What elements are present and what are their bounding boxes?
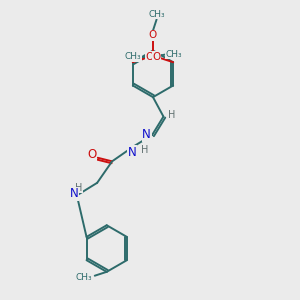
Text: H: H: [141, 145, 148, 155]
Text: CH₃: CH₃: [124, 52, 141, 61]
Text: H: H: [75, 183, 82, 193]
Text: CH₃: CH₃: [149, 10, 166, 19]
Text: N: N: [142, 128, 151, 141]
Text: O: O: [153, 52, 161, 62]
Text: O: O: [149, 30, 157, 40]
Text: CH₃: CH₃: [165, 50, 182, 59]
Text: O: O: [145, 52, 153, 62]
Text: H: H: [168, 110, 176, 120]
Text: O: O: [87, 148, 96, 161]
Text: N: N: [128, 146, 137, 159]
Text: N: N: [70, 188, 78, 200]
Text: CH₃: CH₃: [75, 273, 92, 282]
